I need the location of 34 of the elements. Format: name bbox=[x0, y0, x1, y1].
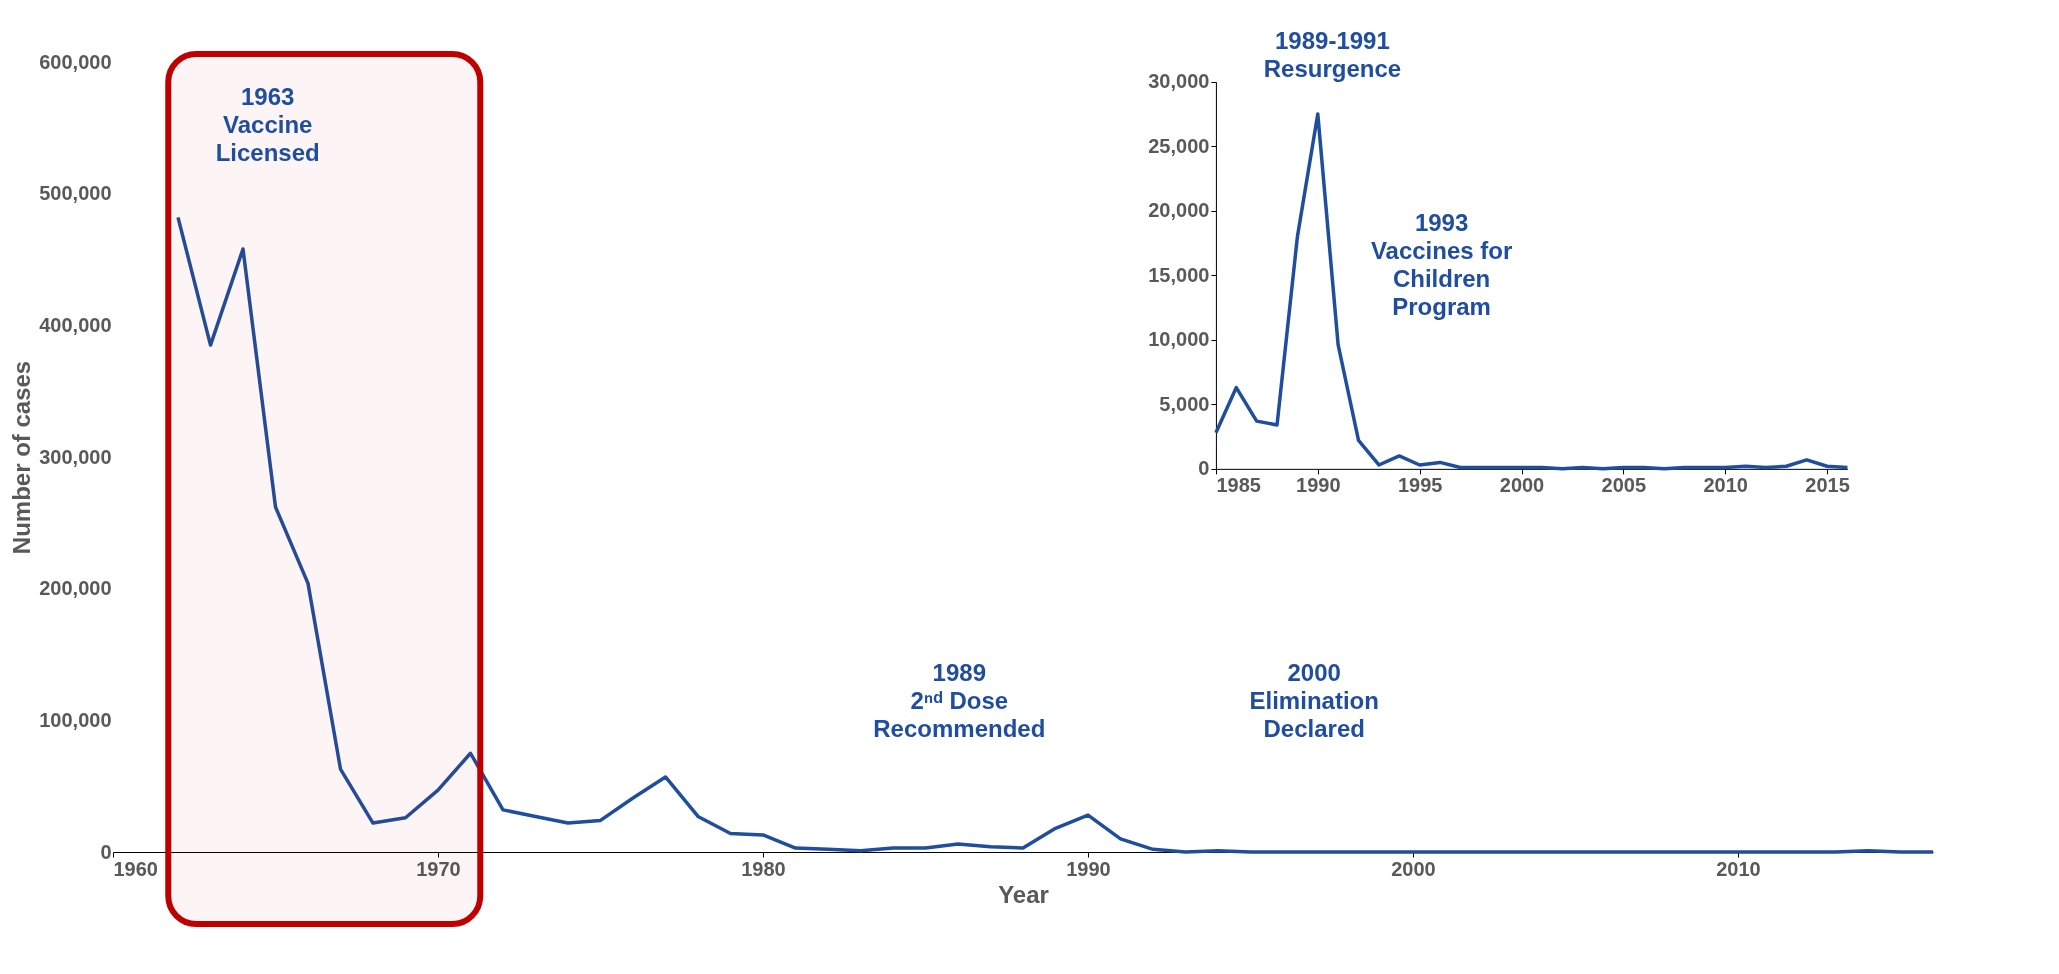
x-tick-label: 1960 bbox=[113, 857, 158, 880]
x-tick-label: 2005 bbox=[1601, 474, 1647, 497]
x-tick-label: 1985 bbox=[1216, 474, 1261, 497]
annotation: 1989 2ⁿᵈ Dose Recommended bbox=[873, 659, 1046, 743]
y-tick-label: 0 bbox=[100, 840, 112, 863]
x-tick-label: 2010 bbox=[1703, 474, 1748, 497]
annotation: 1993 Vaccines for Children Program bbox=[1370, 209, 1513, 321]
y-tick-label: 400,000 bbox=[39, 313, 112, 336]
x-axis-title: Year bbox=[998, 880, 1049, 908]
annotation: 1963 Vaccine Licensed bbox=[215, 82, 320, 166]
x-tick-label: 1990 bbox=[1296, 474, 1341, 497]
y-tick-label: 20,000 bbox=[1148, 199, 1210, 222]
x-tick-label: 1970 bbox=[416, 857, 461, 880]
y-tick-label: 15,000 bbox=[1148, 263, 1210, 286]
y-tick-label: 25,000 bbox=[1148, 134, 1210, 157]
y-tick-label: 300,000 bbox=[39, 445, 112, 468]
x-tick-label: 2000 bbox=[1391, 857, 1436, 880]
y-tick-label: 500,000 bbox=[39, 182, 112, 205]
y-tick-label: 100,000 bbox=[39, 708, 112, 731]
annotation: 2000 Elimination Declared bbox=[1249, 659, 1379, 743]
annotation: 1989-1991 Resurgence bbox=[1263, 27, 1402, 83]
x-tick-label: 1990 bbox=[1066, 857, 1111, 880]
x-tick-label: 2015 bbox=[1805, 474, 1850, 497]
x-tick-label: 2000 bbox=[1499, 474, 1545, 497]
x-tick-label: 2010 bbox=[1716, 857, 1761, 880]
y-axis-title: Number of cases bbox=[8, 360, 36, 555]
y-tick-label: 0 bbox=[1198, 457, 1210, 480]
y-tick-label: 30,000 bbox=[1148, 70, 1210, 93]
y-tick-label: 200,000 bbox=[39, 577, 112, 600]
y-tick-label: 10,000 bbox=[1148, 328, 1210, 351]
y-tick-label: 600,000 bbox=[39, 50, 112, 73]
y-tick-label: 5,000 bbox=[1159, 392, 1210, 415]
x-tick-label: 1995 bbox=[1397, 474, 1443, 497]
x-tick-label: 1980 bbox=[741, 857, 786, 880]
